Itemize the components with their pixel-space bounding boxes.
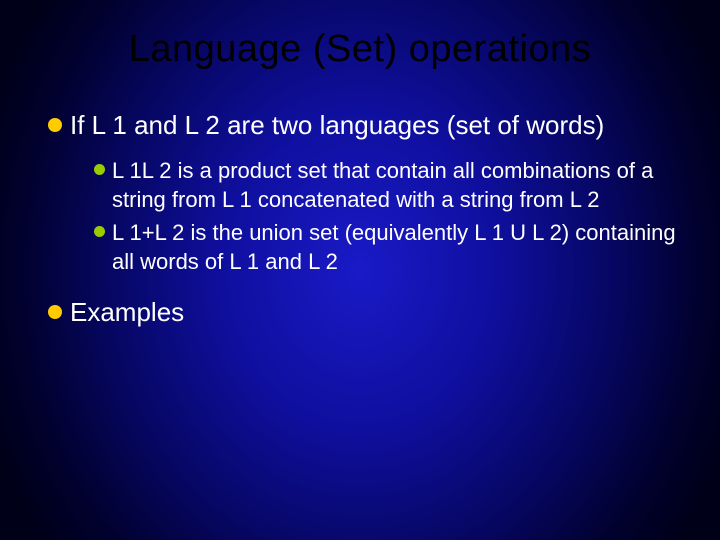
bullet-item: Examples <box>48 296 680 329</box>
bullet-item: If L 1 and L 2 are two languages (set of… <box>48 109 680 142</box>
bullet-icon <box>48 118 62 132</box>
bullet-icon <box>94 164 105 175</box>
slide-title: Language (Set) operations <box>0 28 720 71</box>
bullet-icon <box>48 305 62 319</box>
bullet-text: If L 1 and L 2 are two languages (set of… <box>70 109 604 142</box>
bullet-text: Examples <box>70 296 184 329</box>
bullet-text: L 1L 2 is a product set that contain all… <box>112 156 680 214</box>
sub-list: L 1L 2 is a product set that contain all… <box>48 156 680 276</box>
bullet-icon <box>94 226 105 237</box>
slide: Language (Set) operations If L 1 and L 2… <box>0 0 720 540</box>
slide-body: If L 1 and L 2 are two languages (set of… <box>0 109 720 330</box>
bullet-item: L 1+L 2 is the union set (equivalently L… <box>94 218 680 276</box>
bullet-text: L 1+L 2 is the union set (equivalently L… <box>112 218 680 276</box>
bullet-item: L 1L 2 is a product set that contain all… <box>94 156 680 214</box>
